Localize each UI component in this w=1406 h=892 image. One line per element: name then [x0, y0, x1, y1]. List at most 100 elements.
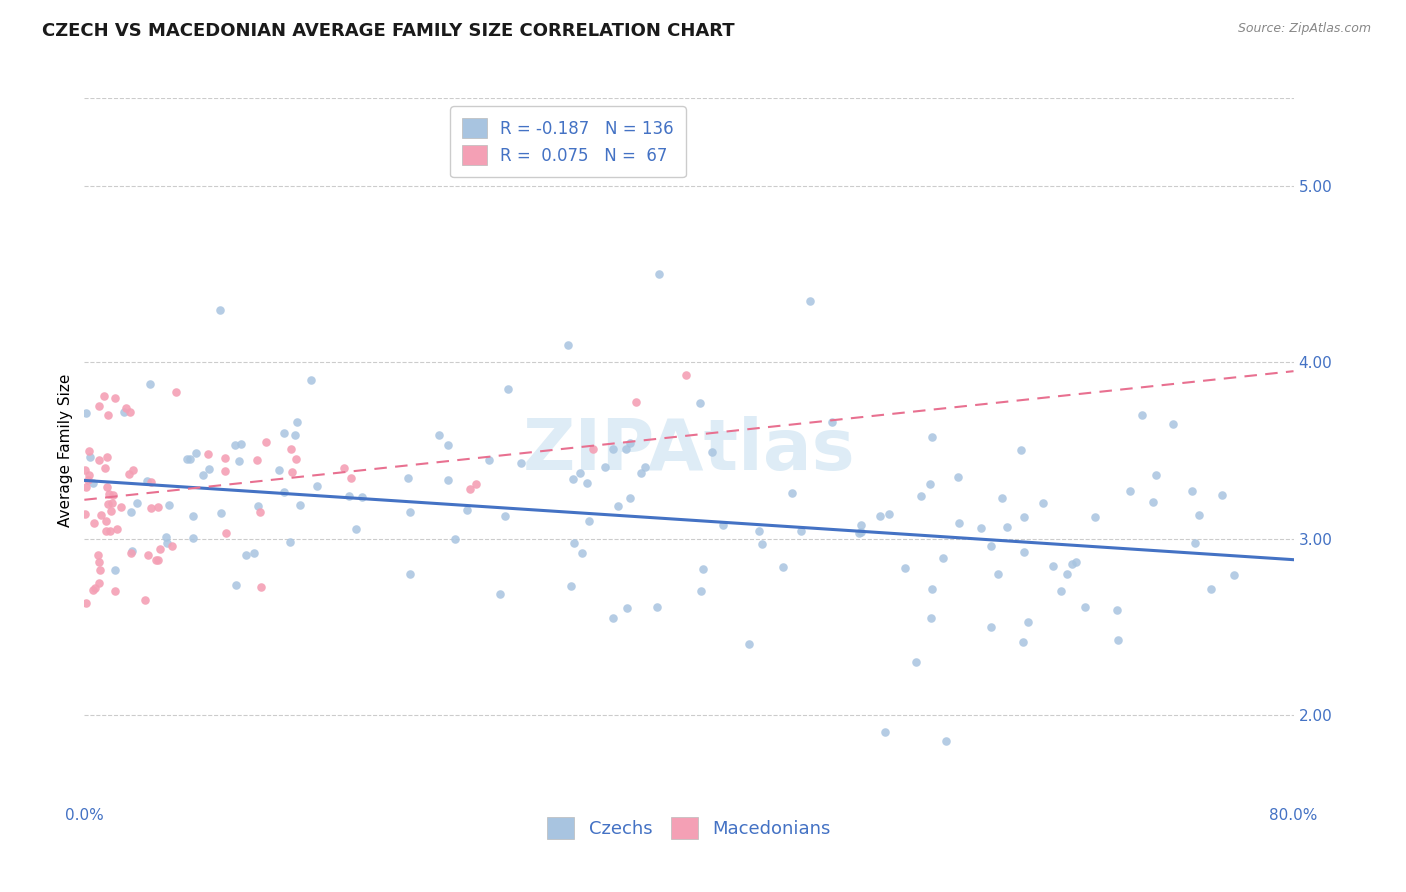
Point: [191, 467, 214, 482]
Y-axis label: Average Family Size: Average Family Size: [58, 374, 73, 527]
Point: [948, 516, 970, 530]
Point: [214, 464, 236, 478]
Point: [273, 484, 295, 499]
Point: [90, 508, 112, 523]
Legend: Czechs, Macedonians: Czechs, Macedonians: [540, 810, 838, 847]
Point: [560, 579, 582, 593]
Point: [176, 452, 198, 467]
Point: [75, 596, 97, 610]
Point: [689, 396, 711, 410]
Point: [578, 514, 600, 528]
Point: [593, 459, 616, 474]
Point: [851, 518, 873, 533]
Point: [254, 434, 277, 449]
Point: [602, 611, 624, 625]
Point: [780, 486, 803, 500]
Point: [987, 567, 1010, 582]
Point: [918, 477, 941, 491]
Point: [249, 580, 271, 594]
Point: [1011, 443, 1033, 458]
Point: [1130, 408, 1153, 422]
Point: [494, 508, 516, 523]
Point: [139, 376, 162, 391]
Point: [1012, 634, 1035, 648]
Point: [619, 491, 641, 505]
Point: [894, 561, 917, 575]
Point: [935, 734, 957, 748]
Point: [284, 427, 307, 442]
Point: [181, 508, 204, 523]
Point: [155, 530, 177, 544]
Point: [616, 601, 638, 615]
Point: [692, 562, 714, 576]
Point: [582, 442, 605, 457]
Point: [110, 500, 132, 515]
Point: [307, 479, 329, 493]
Point: [510, 457, 533, 471]
Point: [209, 506, 232, 520]
Point: [75, 480, 97, 494]
Point: [980, 619, 1002, 633]
Point: [576, 475, 599, 490]
Point: [118, 405, 141, 419]
Point: [75, 406, 97, 420]
Point: [1012, 544, 1035, 558]
Point: [821, 416, 844, 430]
Point: [869, 509, 891, 524]
Point: [115, 401, 138, 416]
Point: [879, 508, 901, 522]
Point: [97, 497, 120, 511]
Point: [1105, 603, 1128, 617]
Point: [184, 446, 207, 460]
Point: [285, 452, 308, 467]
Point: [1056, 566, 1078, 581]
Point: [93, 389, 115, 403]
Point: [340, 471, 363, 485]
Point: [1032, 496, 1054, 510]
Text: CZECH VS MACEDONIAN AVERAGE FAMILY SIZE CORRELATION CHART: CZECH VS MACEDONIAN AVERAGE FAMILY SIZE …: [42, 22, 735, 40]
Point: [970, 521, 993, 535]
Point: [246, 500, 269, 514]
Point: [456, 503, 478, 517]
Point: [995, 520, 1018, 534]
Point: [146, 500, 169, 514]
Point: [799, 293, 821, 308]
Point: [82, 475, 104, 490]
Point: [344, 522, 367, 536]
Point: [98, 487, 121, 501]
Point: [396, 471, 419, 485]
Point: [1211, 488, 1233, 502]
Point: [94, 514, 117, 528]
Point: [134, 593, 156, 607]
Point: [624, 394, 647, 409]
Point: [83, 516, 105, 530]
Point: [751, 536, 773, 550]
Point: [89, 563, 111, 577]
Point: [711, 518, 734, 533]
Point: [136, 548, 159, 562]
Point: [97, 408, 120, 422]
Point: [145, 553, 167, 567]
Point: [772, 560, 794, 574]
Point: [76, 473, 98, 487]
Point: [1161, 417, 1184, 431]
Point: [427, 427, 450, 442]
Point: [980, 539, 1002, 553]
Point: [139, 475, 162, 490]
Point: [634, 459, 657, 474]
Point: [1142, 494, 1164, 508]
Point: [224, 438, 246, 452]
Point: [946, 470, 969, 484]
Point: [399, 505, 422, 519]
Point: [103, 564, 125, 578]
Point: [157, 498, 180, 512]
Point: [285, 415, 308, 429]
Point: [702, 445, 724, 459]
Point: [125, 495, 148, 509]
Point: [288, 498, 311, 512]
Point: [557, 338, 579, 352]
Point: [104, 584, 127, 599]
Point: [146, 552, 169, 566]
Point: [748, 524, 770, 538]
Point: [904, 655, 927, 669]
